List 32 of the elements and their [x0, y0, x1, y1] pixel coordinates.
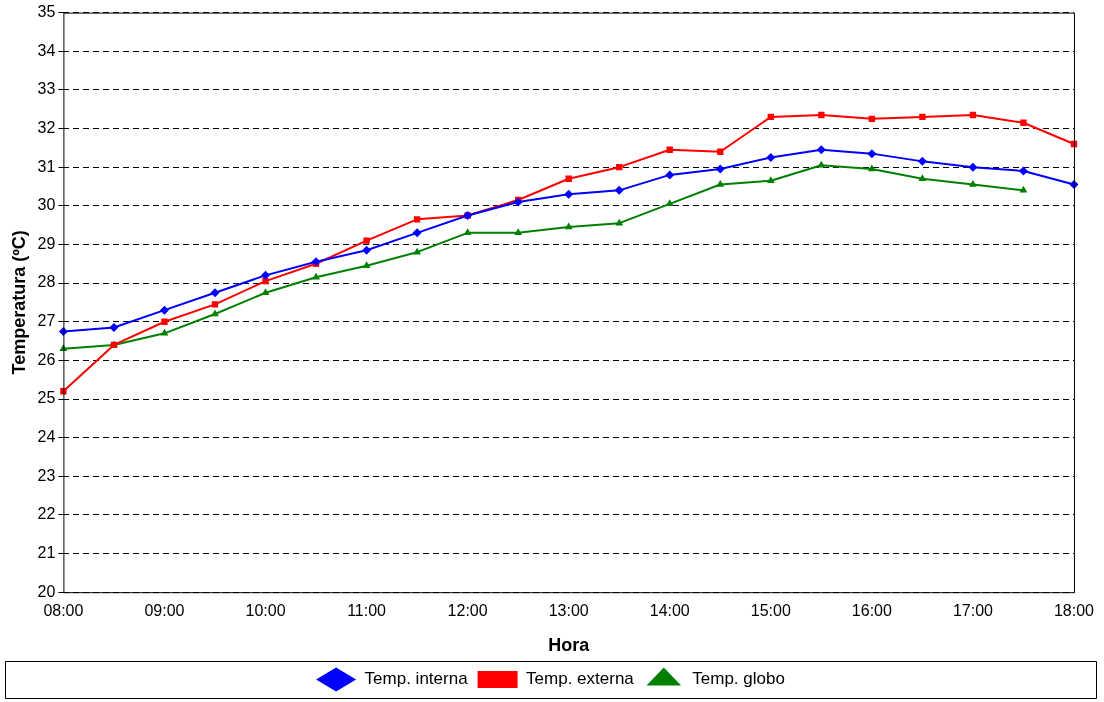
y-tick-label: 25: [37, 389, 56, 407]
y-tick-label: 21: [37, 543, 56, 561]
y-tick-label: 20: [37, 582, 56, 600]
x-tick-label: 13:00: [548, 602, 589, 620]
y-tick-label: 28: [37, 273, 56, 291]
y-tick-label: 27: [37, 312, 56, 330]
y-tick-label: 24: [37, 428, 56, 446]
legend-label: Temp. externa: [526, 669, 635, 689]
x-tick-label: 12:00: [447, 602, 488, 620]
x-tick-label: 11:00: [347, 602, 387, 620]
y-tick-label: 26: [37, 350, 56, 368]
x-tick-label: 16:00: [851, 602, 892, 620]
x-tick-label: 15:00: [750, 602, 791, 620]
x-axis-title: Hora: [548, 635, 591, 656]
legend-label: Temp. interna: [364, 669, 469, 689]
x-tick-label: 17:00: [952, 602, 994, 620]
y-tick-label: 29: [37, 234, 56, 252]
y-tick-label: 34: [37, 41, 56, 59]
x-tick-label: 18:00: [1053, 602, 1095, 620]
y-tick-label: 32: [37, 118, 56, 136]
y-tick-label: 33: [37, 80, 56, 98]
y-tick-label: 31: [37, 157, 56, 175]
y-tick-label: 23: [37, 466, 56, 484]
x-tick-label: 09:00: [144, 602, 185, 620]
y-tick-label: 22: [37, 505, 56, 523]
x-tick-label: 14:00: [649, 602, 690, 620]
x-tick-label: 08:00: [43, 602, 84, 620]
x-tick-label: 10:00: [245, 602, 286, 620]
y-tick-label: 30: [37, 196, 56, 214]
legend-label: Temp. globo: [692, 669, 785, 689]
y-axis-title: Temperatura (ºC): [8, 230, 29, 375]
y-tick-label: 35: [37, 3, 56, 21]
